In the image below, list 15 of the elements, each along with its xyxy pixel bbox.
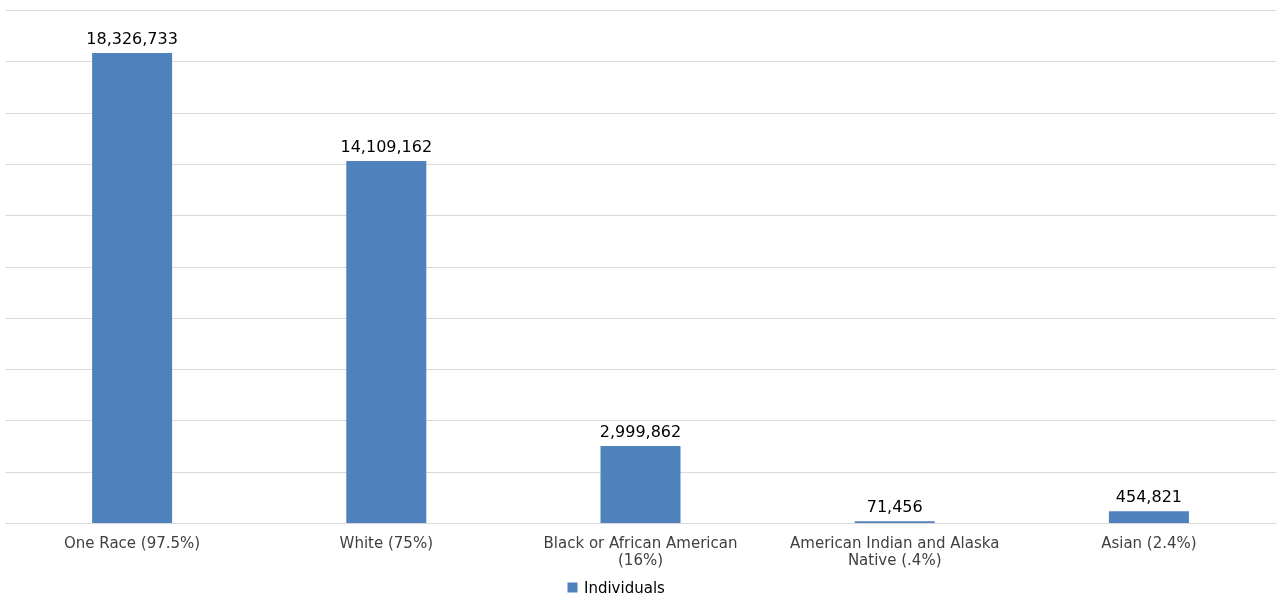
data-label: 454,821 (1115, 487, 1182, 507)
x-tick-label: American Indian and Alaska Native (.4%) (790, 533, 1000, 569)
bar (92, 52, 173, 523)
data-label: 18,326,733 (86, 28, 178, 48)
bar (600, 446, 681, 523)
data-label: 71,456 (866, 497, 923, 517)
x-tick-label: One Race (97.5%) (64, 533, 201, 552)
x-tick-label: Asian (2.4%) (1101, 533, 1197, 552)
bar (1108, 511, 1189, 523)
x-tick-label: White (75%) (339, 533, 434, 552)
data-label: 14,109,162 (340, 137, 433, 157)
x-tick-label: Black or African American (16%) (543, 533, 738, 569)
bar (346, 161, 427, 523)
data-label: 2,999,862 (599, 422, 682, 442)
legend-label: Individuals (584, 578, 666, 597)
